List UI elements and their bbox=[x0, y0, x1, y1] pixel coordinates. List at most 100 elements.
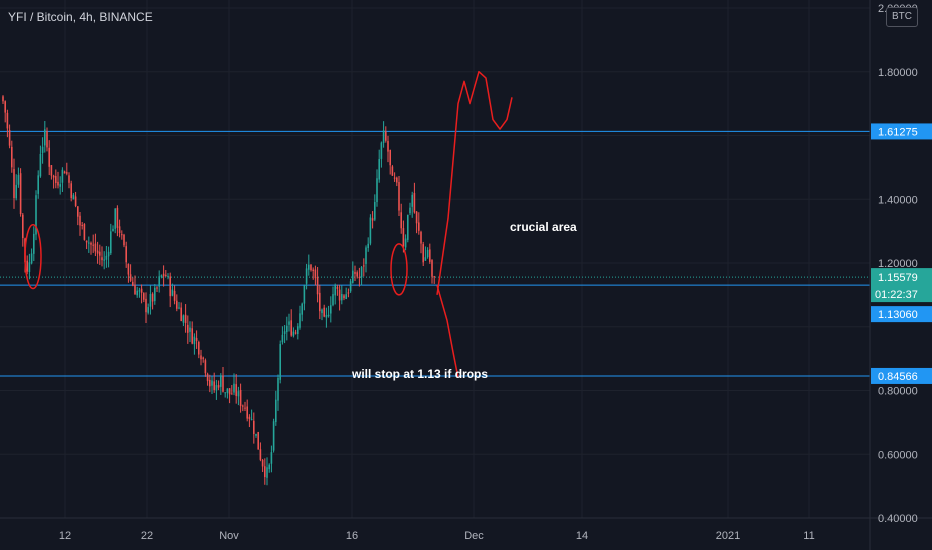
candle-body bbox=[205, 360, 207, 373]
candle-body bbox=[31, 254, 33, 264]
time-tick-label: 11 bbox=[803, 530, 814, 542]
price-tick-label: 0.80000 bbox=[878, 386, 918, 398]
candle-body bbox=[277, 378, 279, 401]
candle-body bbox=[326, 315, 328, 317]
candle-body bbox=[376, 178, 378, 202]
time-tick-label: 12 bbox=[59, 530, 71, 542]
price-label-middle: 1.13060 bbox=[878, 309, 918, 321]
candle-body bbox=[42, 147, 44, 153]
candle-body bbox=[165, 275, 167, 276]
candle-body bbox=[156, 288, 158, 289]
candle-body bbox=[295, 333, 297, 334]
candle-body bbox=[260, 449, 262, 460]
candle-body bbox=[235, 384, 237, 396]
candle-body bbox=[328, 315, 330, 316]
candle-body bbox=[174, 291, 176, 301]
candle-body bbox=[299, 313, 301, 327]
price-tick-label: 0.40000 bbox=[878, 513, 918, 525]
candle-body bbox=[139, 290, 141, 291]
candle-body bbox=[229, 388, 231, 394]
candle-body bbox=[387, 141, 389, 152]
candle-body bbox=[266, 467, 268, 478]
time-tick-label: 2021 bbox=[716, 530, 740, 542]
candle-body bbox=[79, 216, 81, 226]
candle-body bbox=[22, 215, 24, 238]
candle-body bbox=[2, 96, 4, 101]
candle-body bbox=[187, 325, 189, 333]
candle-body bbox=[218, 385, 220, 387]
candle-body bbox=[264, 466, 266, 477]
candle-body bbox=[339, 290, 341, 301]
candle-body bbox=[271, 452, 273, 464]
candle-body bbox=[213, 381, 215, 390]
candle-body bbox=[431, 260, 433, 277]
candle-body bbox=[374, 202, 376, 220]
candle-body bbox=[103, 260, 105, 261]
candle-body bbox=[110, 231, 112, 253]
candle-body bbox=[345, 294, 347, 299]
candle-body bbox=[62, 170, 64, 183]
candle-body bbox=[18, 175, 20, 185]
candle-body bbox=[361, 267, 363, 277]
candle-body bbox=[158, 276, 160, 286]
candle-body bbox=[341, 294, 343, 300]
candle-body bbox=[304, 286, 306, 304]
candle-body bbox=[125, 246, 127, 262]
candle-body bbox=[315, 270, 317, 278]
candle-body bbox=[189, 328, 191, 332]
candle-body bbox=[51, 165, 53, 175]
candle-body bbox=[244, 408, 246, 409]
candle-body bbox=[150, 294, 152, 307]
candle-body bbox=[117, 208, 119, 228]
annotation-text[interactable]: will stop at 1.13 if drops bbox=[351, 367, 488, 381]
candle-body bbox=[9, 130, 11, 146]
candle-body bbox=[284, 331, 286, 334]
candle-body bbox=[99, 252, 101, 256]
candle-body bbox=[405, 239, 407, 248]
candle-body bbox=[211, 380, 213, 385]
candle-body bbox=[224, 392, 226, 393]
candle-body bbox=[20, 173, 22, 214]
time-tick-label: 22 bbox=[141, 530, 153, 542]
candle-body bbox=[185, 315, 187, 323]
candle-body bbox=[123, 235, 125, 245]
candle-body bbox=[143, 293, 145, 300]
candle-body bbox=[154, 288, 156, 301]
candle-body bbox=[53, 176, 55, 178]
candle-body bbox=[286, 326, 288, 332]
candle-body bbox=[262, 460, 264, 466]
candle-body bbox=[337, 287, 339, 289]
candle-body bbox=[33, 234, 35, 254]
candle-body bbox=[97, 251, 99, 254]
time-tick-label: Nov bbox=[219, 530, 239, 542]
candle-body bbox=[64, 172, 66, 174]
chart-title: YFI / Bitcoin, 4h, BINANCE bbox=[8, 10, 153, 24]
time-tick-label: 14 bbox=[576, 530, 588, 542]
candle-body bbox=[308, 265, 310, 270]
currency-button[interactable]: BTC bbox=[886, 7, 918, 27]
candle-body bbox=[40, 154, 42, 176]
candle-body bbox=[136, 291, 138, 296]
candle-body bbox=[288, 321, 290, 324]
candle-body bbox=[420, 232, 422, 244]
candle-body bbox=[273, 421, 275, 450]
candle-body bbox=[209, 380, 211, 386]
candle-body bbox=[66, 172, 68, 174]
candle-body bbox=[216, 385, 218, 390]
candle-body bbox=[114, 209, 116, 229]
candle-body bbox=[253, 421, 255, 434]
candle-body bbox=[433, 276, 435, 277]
candle-body bbox=[227, 388, 229, 393]
candle-body bbox=[323, 308, 325, 317]
candle-body bbox=[161, 275, 163, 276]
candle-body bbox=[95, 244, 97, 252]
candle-body bbox=[268, 465, 270, 469]
candle-body bbox=[112, 229, 114, 231]
candle-body bbox=[279, 344, 281, 380]
candle-body bbox=[88, 243, 90, 244]
candle-body bbox=[108, 252, 110, 257]
annotation-text[interactable]: crucial area bbox=[510, 220, 577, 234]
candle-body bbox=[370, 217, 372, 243]
candle-body bbox=[306, 268, 308, 283]
